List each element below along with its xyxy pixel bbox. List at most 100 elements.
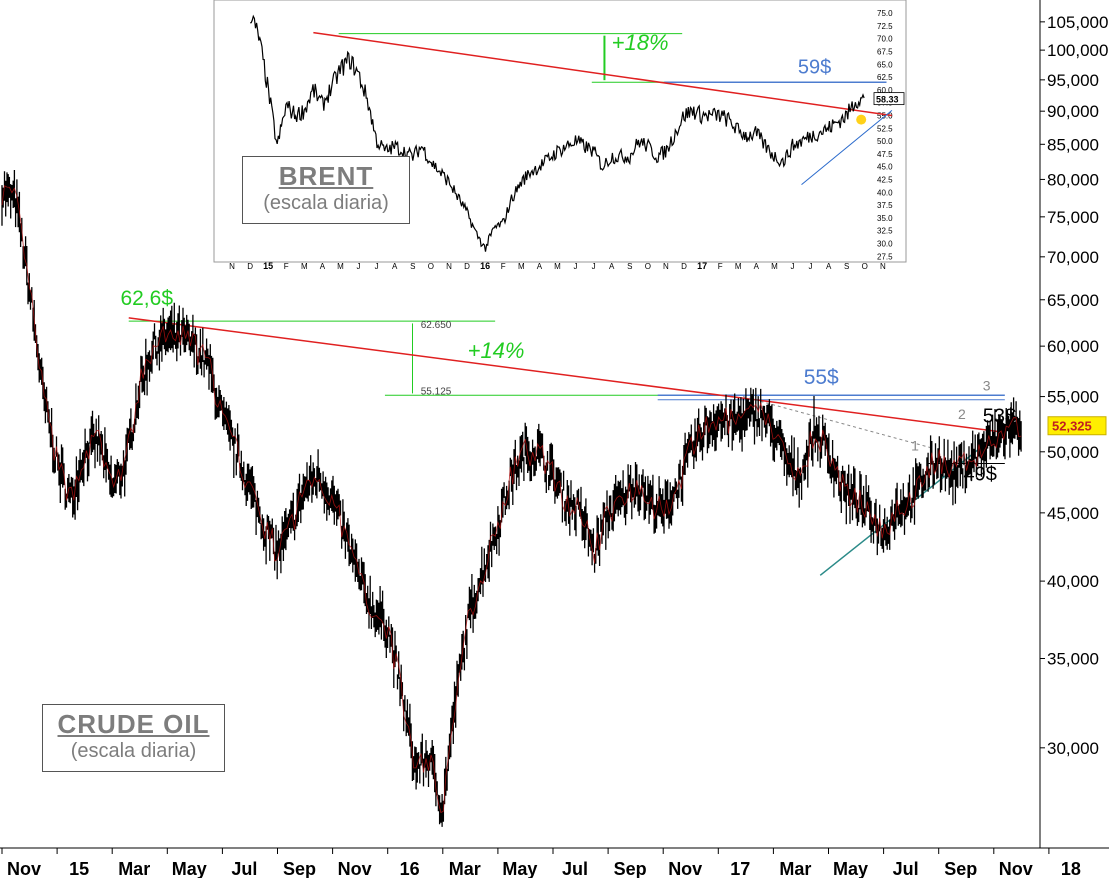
time-axis-label: Nov: [338, 859, 372, 878]
level-top-label: 62.650: [421, 320, 452, 331]
brent-time-label: N: [880, 262, 886, 271]
brent-time-label: J: [357, 262, 361, 271]
brent-time-label: 15: [263, 261, 273, 271]
brent-time-label: A: [392, 262, 398, 271]
brent-axis-label: 72.5: [877, 22, 893, 31]
time-axis-label: 15: [69, 859, 89, 878]
high-price-label: 62,6$: [120, 287, 173, 310]
brent-axis-label: 32.5: [877, 227, 893, 236]
price-axis-label: 105,000: [1047, 13, 1108, 32]
brent-title-box: BRENT (escala diaria): [242, 156, 410, 224]
brent-time-label: F: [501, 262, 506, 271]
brent-time-label: N: [663, 262, 669, 271]
time-axis-label: Mar: [118, 859, 150, 878]
brent-time-label: N: [446, 262, 452, 271]
brent-last-price-label: 58.33: [876, 95, 899, 105]
brent-time-label: J: [790, 262, 794, 271]
main-price-axis: 30,000 35,000 40,000 45,000 50,000 55,000 60,0…: [1039, 0, 1108, 848]
brent-breakout-marker: [856, 114, 867, 125]
time-axis-label: May: [833, 859, 868, 878]
brent-axis-label: 35.0: [877, 214, 893, 223]
brent-time-label: J: [592, 262, 596, 271]
brent-time-label: A: [609, 262, 615, 271]
price-axis-label: 65,000: [1047, 291, 1099, 310]
brent-time-label: A: [826, 262, 832, 271]
brent-price-line: [250, 14, 865, 252]
brent-time-label: O: [428, 262, 434, 271]
touch-label-1: 1: [911, 438, 919, 454]
brent-time-label: M: [337, 262, 344, 271]
brent-axis-label: 40.0: [877, 188, 893, 197]
brent-time-label: S: [410, 262, 415, 271]
brent-axis-label: 52.5: [877, 124, 893, 133]
downtrend-line: [128, 317, 1005, 434]
brent-time-label: O: [862, 262, 868, 271]
time-axis-label: Jul: [231, 859, 257, 878]
brent-axis-label: 30.0: [877, 240, 893, 249]
brent-axis-label: 62.5: [877, 73, 893, 82]
time-axis-label: Sep: [614, 859, 647, 878]
brent-axis-label: 67.5: [877, 48, 893, 57]
level-bottom-label: 55.125: [421, 386, 452, 397]
last-price-tag-box: [1047, 416, 1107, 436]
time-axis-label: Jul: [562, 859, 588, 878]
time-axis-label: Sep: [944, 859, 977, 878]
price-axis-label: 30,000: [1047, 739, 1099, 758]
brent-time-label: D: [247, 262, 253, 271]
time-axis-label: May: [172, 859, 207, 878]
brent-axis-label: 47.5: [877, 150, 893, 159]
brent-title: BRENT: [278, 161, 374, 191]
time-axis-label: Jul: [893, 859, 919, 878]
price-axis-label: 80,000: [1047, 170, 1099, 189]
brent-axis-label: 45.0: [877, 163, 893, 172]
brent-time-label: D: [681, 262, 687, 271]
resistance-label: 55$: [804, 366, 839, 389]
price-axis-label: 75,000: [1047, 208, 1099, 227]
time-axis-label: 16: [400, 859, 420, 878]
brent-time-label: O: [645, 262, 651, 271]
time-axis-label: 18: [1061, 859, 1081, 878]
brent-time-label: D: [464, 262, 470, 271]
brent-time-label: 17: [697, 261, 707, 271]
brent-axis-label: 65.0: [877, 60, 893, 69]
brent-axis-label: 42.5: [877, 176, 893, 185]
main-time-axis: Nov 15 Mar May Jul Sep Nov 16 Mar May Jul Sep Nov 17 M…: [0, 847, 1109, 878]
price-axis-label: 60,000: [1047, 337, 1099, 356]
brent-time-label: J: [574, 262, 578, 271]
price-axis-label: 95,000: [1047, 71, 1099, 90]
time-axis-label: Mar: [779, 859, 811, 878]
pct-gain-label: +14%: [468, 338, 525, 363]
brent-time-label: F: [718, 262, 723, 271]
brent-time-label: M: [554, 262, 561, 271]
price-axis-label: 50,000: [1047, 443, 1099, 462]
brent-time-label: S: [627, 262, 632, 271]
price-axis-label: 35,000: [1047, 649, 1099, 668]
brent-axis-label: 75.0: [877, 9, 893, 18]
time-axis-label: May: [502, 859, 537, 878]
price-axis-label: 100,000: [1047, 41, 1108, 60]
price-axis-label: 85,000: [1047, 135, 1099, 154]
time-axis-label: Nov: [999, 859, 1033, 878]
brent-price-series: 58.33: [250, 14, 905, 252]
brent-time-label: A: [320, 262, 326, 271]
price-axis-label: 40,000: [1047, 572, 1099, 591]
brent-last-price-box: [873, 92, 905, 106]
brent-time-label: M: [301, 262, 308, 271]
brent-axis-label: 70.0: [877, 35, 893, 44]
touch-label-3: 3: [983, 377, 991, 393]
brent-time-label: J: [809, 262, 813, 271]
time-axis-label: Sep: [283, 859, 316, 878]
brent-time-label: J: [375, 262, 379, 271]
brent-time-label: N: [229, 262, 235, 271]
brent-resistance-label: 59$: [798, 57, 831, 79]
price-axis-label: 45,000: [1047, 504, 1099, 523]
touch-label-2: 2: [958, 406, 966, 422]
crude-oil-title: CRUDE OIL: [57, 709, 210, 739]
crude-oil-price-series: [1, 170, 1022, 827]
brent-time-label: M: [771, 262, 778, 271]
brent-time-label: A: [537, 262, 543, 271]
brent-downtrend-line: [313, 31, 893, 117]
time-axis-label: Nov: [7, 859, 41, 878]
